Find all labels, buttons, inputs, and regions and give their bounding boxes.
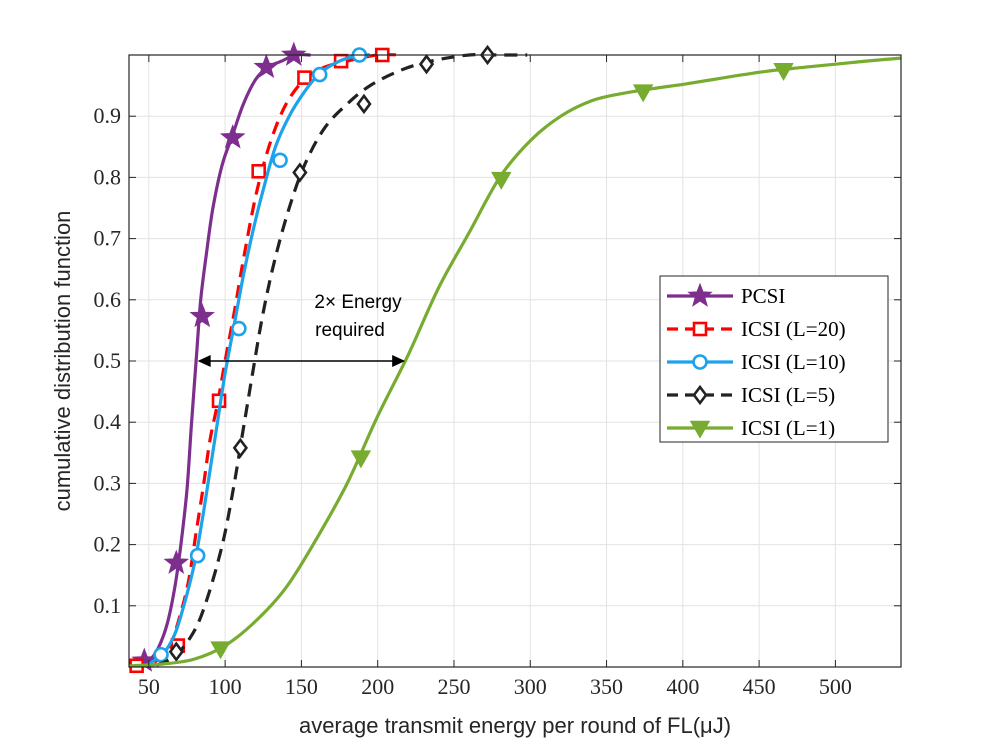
annotation-text-line2: required [315,320,385,341]
legend-label: ICSI (L=10) [741,350,846,374]
x-tick-label: 200 [361,674,394,699]
data-point [251,163,266,179]
legend-marker [692,384,708,406]
data-point [418,54,435,75]
data-point [292,162,308,183]
legend-label: PCSI [741,284,785,308]
data-point [253,53,280,79]
data-point [163,549,190,574]
data-point [232,437,249,459]
legend-label: ICSI (L=5) [741,383,835,407]
data-point [189,547,206,564]
legend-entry: ICSI (L=10) [667,350,846,374]
x-tick-label: 500 [819,674,852,699]
annotation-arrow-head-left [197,355,211,367]
annotation-arrow-head-right [392,355,406,367]
series-icsi-l-1 [128,56,902,668]
series-line [128,56,902,668]
y-tick-label: 0.9 [94,103,122,128]
data-point [189,302,215,328]
data-point [168,641,184,662]
x-tick-label: 350 [590,674,623,699]
y-axis-label: cumulative distribution function [50,211,75,512]
data-point [231,320,247,337]
legend-marker [687,282,713,307]
data-point [210,641,231,660]
y-tick-label: 0.4 [94,409,122,434]
y-tick-label: 0.8 [94,164,122,189]
x-tick-label: 250 [437,674,470,699]
y-tick-label: 0.1 [94,593,122,618]
series-layer [128,41,902,674]
x-tick-label: 100 [209,674,242,699]
y-tick-label: 0.6 [94,287,122,312]
data-point [311,66,328,83]
data-point [773,63,794,81]
legend-marker [689,420,711,439]
legend-entry: ICSI (L=1) [667,416,835,440]
legend-label: ICSI (L=20) [741,317,846,341]
data-point [356,93,372,115]
x-tick-label: 450 [743,674,776,699]
y-tick-label: 0.5 [94,348,122,373]
series-icsi-l-10 [147,47,371,666]
energy-annotation: 2× Energy required [197,292,406,367]
legend-entry: ICSI (L=20) [667,317,846,341]
y-tick-label: 0.3 [94,470,122,495]
x-tick-label: 300 [514,674,547,699]
x-tick-label: 50 [138,674,160,699]
x-tick-label: 400 [666,674,699,699]
legend-entry: PCSI [667,282,785,308]
data-point [297,70,312,85]
legend: PCSI ICSI (L=20) ICSI (L=10) ICSI (L=5) ICSI… [659,275,889,443]
axis-ticks: 50 100 150 200 250 300 350 400 450 500 0.1 0.2 0.3 0.… [94,55,901,699]
series-pcsi [131,41,311,672]
legend-entry: ICSI (L=5) [667,383,835,407]
series-line [155,52,528,667]
y-tick-label: 0.2 [94,532,122,557]
data-point [272,152,288,169]
legend-marker [692,321,708,337]
legend-label: ICSI (L=1) [741,416,835,440]
y-tick-label: 0.7 [94,226,122,251]
data-point [491,171,512,190]
plot-frame [128,54,902,668]
data-point [219,124,246,149]
data-point [632,84,654,103]
data-point [153,646,169,663]
x-axis-label: average transmit energy per round of FL(… [299,713,731,738]
annotation-text-line1: 2× Energy [314,292,402,313]
data-point [350,450,372,469]
data-point [281,41,307,66]
x-tick-label: 150 [285,674,318,699]
legend-marker [692,354,708,370]
